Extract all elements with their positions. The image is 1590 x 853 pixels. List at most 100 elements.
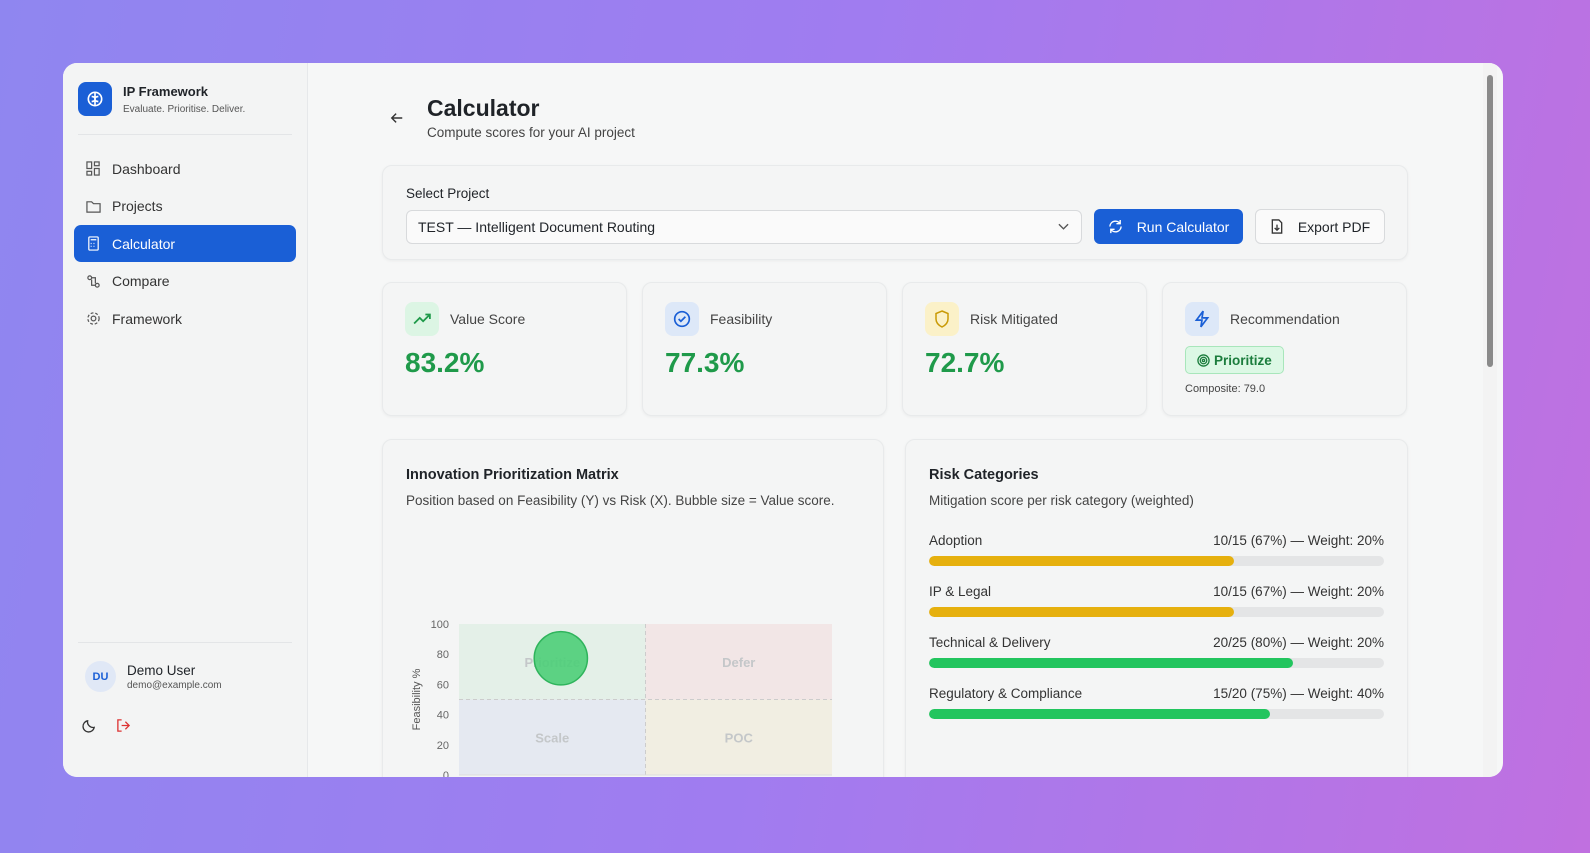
sidebar: IP Framework Evaluate. Prioritise. Delive… <box>63 63 308 777</box>
risk-progress-track <box>929 709 1384 719</box>
matrix-card: Innovation Prioritization Matrix Positio… <box>382 439 884 777</box>
risk-title: Risk Categories <box>929 467 1039 483</box>
risk-category-detail: 10/15 (67%) — Weight: 20% <box>1213 533 1384 548</box>
button-label: Run Calculator <box>1136 218 1230 235</box>
risk-progress-track <box>929 658 1384 668</box>
project-select-card: Select Project TEST — Intelligent Docume… <box>382 165 1408 260</box>
export-pdf-button[interactable]: Export PDF <box>1255 209 1385 244</box>
moon-icon[interactable] <box>82 718 97 733</box>
app-window: IP Framework Evaluate. Prioritise. Delive… <box>63 63 1503 777</box>
divider <box>78 134 292 135</box>
shield-icon <box>925 302 959 336</box>
file-download-icon <box>1271 219 1283 234</box>
y-axis-label: Feasibility % <box>411 668 423 730</box>
scrollbar[interactable] <box>1483 63 1497 777</box>
risk-category-row: IP & Legal 10/15 (67%) — Weight: 20% <box>929 584 1384 617</box>
risk-progress-fill <box>929 607 1234 617</box>
sidebar-item-calculator[interactable]: Calculator <box>74 225 296 263</box>
app-title: IP Framework <box>123 84 209 99</box>
metric-value: 83.2% <box>405 347 485 378</box>
nav-label: Framework <box>112 310 183 327</box>
risk-subtitle: Mitigation score per risk category (weig… <box>929 493 1194 508</box>
risk-categories-card: Risk Categories Mitigation score per ris… <box>905 439 1408 777</box>
y-tick-label: 100 <box>431 619 449 631</box>
composite-score: Composite: 79.0 <box>1185 383 1266 395</box>
brain-logo-icon <box>78 82 112 116</box>
quadrant-label: Defer <box>722 655 755 670</box>
risk-category-row: Technical & Delivery 20/25 (80%) — Weight… <box>929 635 1384 668</box>
metric-label: Recommendation <box>1230 311 1340 327</box>
nav-label: Projects <box>112 198 163 215</box>
risk-mitigated-card: Risk Mitigated 72.7% <box>902 282 1147 416</box>
recommendation-badge: Prioritize <box>1185 346 1284 374</box>
metric-label: Feasibility <box>710 311 773 327</box>
project-select[interactable]: TEST — Intelligent Document Routing <box>406 210 1082 244</box>
lightning-icon <box>1185 302 1219 336</box>
risk-progress-fill <box>929 709 1271 719</box>
sidebar-item-compare[interactable]: Compare <box>74 263 296 300</box>
calculator-icon <box>88 236 99 251</box>
risk-progress-fill <box>929 556 1234 566</box>
quadrant-scale <box>459 699 646 775</box>
metric-value: 77.3% <box>665 347 745 378</box>
risk-category-name: Adoption <box>929 533 983 548</box>
refresh-icon <box>1108 219 1122 234</box>
chart-title: Innovation Prioritization Matrix <box>406 467 619 483</box>
divider <box>78 642 292 643</box>
y-tick-label: 40 <box>437 710 449 722</box>
value-score-card: Value Score 83.2% <box>382 282 627 416</box>
user-name: Demo User <box>127 662 196 678</box>
quadrant-label: Scale <box>535 730 569 745</box>
user-email: demo@example.com <box>127 679 222 691</box>
sidebar-item-framework[interactable]: Framework <box>74 300 296 337</box>
select-value: TEST — Intelligent Document Routing <box>418 219 656 235</box>
risk-progress-track <box>929 607 1384 617</box>
prioritization-matrix-chart: PrioritizeDeferScalePOC02040608010002040… <box>411 619 832 777</box>
chart-subtitle: Position based on Feasibility (Y) vs Ris… <box>406 493 835 508</box>
target-icon <box>1197 353 1210 367</box>
compare-icon <box>87 275 100 288</box>
nav-label: Dashboard <box>112 160 181 177</box>
risk-category-name: Technical & Delivery <box>929 635 1051 650</box>
nav-label: Calculator <box>112 235 176 252</box>
metric-value: 72.7% <box>925 347 1005 378</box>
metric-label: Value Score <box>450 311 526 327</box>
quadrant-poc <box>645 699 832 775</box>
recommendation-card: Recommendation Prioritize Composite: 79.… <box>1162 282 1407 416</box>
y-tick-label: 20 <box>437 740 449 752</box>
risk-progress-track <box>929 556 1384 566</box>
grid-icon <box>86 161 100 176</box>
risk-category-name: IP & Legal <box>929 584 992 599</box>
y-tick-label: 60 <box>437 679 449 691</box>
check-circle-icon <box>665 302 699 336</box>
risk-progress-fill <box>929 658 1293 668</box>
quadrant-label: POC <box>725 730 754 745</box>
scrollbar-thumb[interactable] <box>1487 75 1493 367</box>
risk-category-detail: 20/25 (80%) — Weight: 20% <box>1213 635 1384 650</box>
page-title: Calculator <box>427 95 540 121</box>
user-profile[interactable]: DU Demo User demo@example.com <box>85 661 222 692</box>
page-subtitle: Compute scores for your AI project <box>427 125 635 140</box>
risk-category-name: Regulatory & Compliance <box>929 686 1083 701</box>
y-tick-label: 0 <box>443 770 449 777</box>
select-label: Select Project <box>406 186 490 201</box>
y-tick-label: 80 <box>437 649 449 661</box>
app-tagline: Evaluate. Prioritise. Deliver. <box>123 104 246 115</box>
feasibility-card: Feasibility 77.3% <box>642 282 887 416</box>
gear-icon <box>87 312 100 326</box>
risk-category-detail: 15/20 (75%) — Weight: 40% <box>1213 686 1384 701</box>
main-content: Calculator Compute scores for your AI pr… <box>308 63 1503 777</box>
logout-icon[interactable] <box>116 718 131 733</box>
chevron-down-icon <box>1058 223 1069 230</box>
sidebar-item-dashboard[interactable]: Dashboard <box>74 150 296 187</box>
run-calculator-button[interactable]: Run Calculator <box>1094 209 1243 244</box>
avatar: DU <box>85 661 116 692</box>
metric-label: Risk Mitigated <box>970 311 1058 327</box>
risk-category-detail: 10/15 (67%) — Weight: 20% <box>1213 584 1384 599</box>
quadrant-defer <box>645 624 832 700</box>
button-label: Export PDF <box>1297 218 1371 235</box>
trending-up-icon <box>405 302 439 336</box>
data-bubble <box>533 630 589 686</box>
sidebar-item-projects[interactable]: Projects <box>74 188 296 225</box>
back-arrow-icon[interactable] <box>390 111 404 125</box>
